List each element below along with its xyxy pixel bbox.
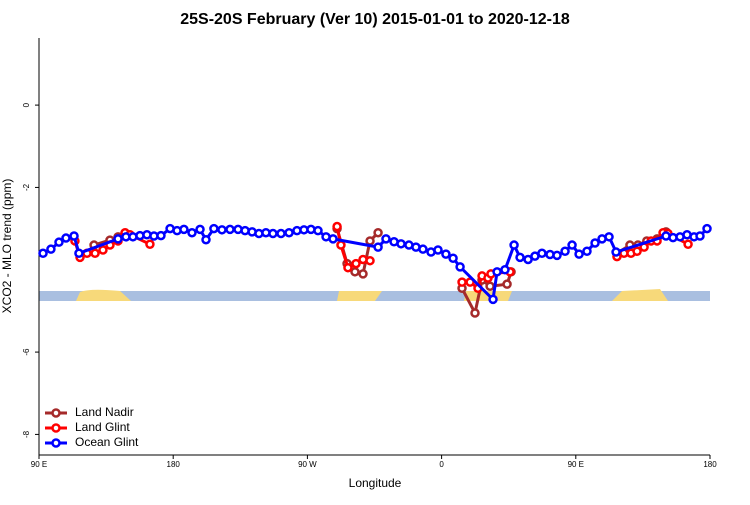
data-point — [113, 234, 123, 244]
legend-label: Land Nadir — [75, 405, 134, 419]
x-tick-label: 180 — [703, 460, 717, 469]
data-point — [284, 227, 294, 238]
data-point — [457, 277, 467, 287]
data-point — [448, 253, 458, 263]
data-point — [179, 224, 189, 235]
data-point — [433, 245, 443, 255]
data-point — [61, 233, 71, 243]
data-point — [276, 228, 286, 239]
data-point — [187, 227, 197, 238]
land-patch — [76, 289, 131, 301]
data-point — [373, 242, 383, 252]
data-point — [470, 308, 480, 318]
x-axis-label: Longitude — [349, 476, 402, 490]
data-point — [574, 249, 584, 259]
legend-marker — [51, 438, 61, 448]
chart-title: 25S-20S February (Ver 10) 2015-01-01 to … — [180, 11, 570, 28]
land-mask-strip — [39, 289, 710, 301]
data-point — [38, 248, 48, 259]
legend-marker — [51, 423, 61, 433]
data-point — [515, 252, 525, 263]
x-tick-label: 180 — [167, 460, 181, 469]
data-point — [509, 240, 519, 250]
data-point — [365, 255, 375, 266]
x-tick-label: 90 E — [31, 460, 47, 469]
data-point — [702, 223, 712, 234]
data-point — [373, 227, 383, 238]
land-patch — [612, 289, 668, 301]
data-point — [225, 224, 235, 235]
data-point — [365, 236, 375, 246]
data-point — [358, 269, 368, 279]
data-point — [488, 294, 498, 305]
y-tick-label: -6 — [22, 348, 31, 356]
legend-marker — [51, 408, 61, 418]
data-point — [328, 234, 338, 244]
data-point — [537, 248, 547, 259]
data-point — [502, 279, 512, 289]
data-point — [98, 245, 108, 255]
data-point — [695, 231, 705, 241]
data-point — [485, 281, 495, 291]
data-point — [313, 225, 323, 236]
data-point — [590, 238, 600, 248]
data-point — [69, 231, 79, 241]
data-point — [683, 239, 693, 249]
data-point — [560, 246, 570, 256]
data-point — [396, 239, 406, 249]
data-point — [201, 234, 211, 245]
data-point — [381, 234, 391, 244]
data-point — [332, 221, 342, 232]
data-point — [632, 246, 642, 256]
data-point — [455, 262, 465, 272]
y-tick-label: -8 — [22, 430, 31, 438]
legend-label: Ocean Glint — [75, 435, 139, 449]
data-point — [209, 223, 219, 234]
data-point — [156, 230, 166, 241]
data-point — [90, 248, 100, 259]
data-point — [418, 244, 428, 254]
x-tick-label: 90 E — [568, 460, 584, 469]
data-point — [500, 265, 510, 275]
data-point — [268, 228, 278, 239]
data-point — [604, 232, 614, 242]
data-point — [217, 225, 227, 235]
x-tick-label: 0 — [439, 460, 444, 469]
data-point — [441, 249, 451, 259]
data-point — [74, 248, 84, 259]
y-tick-label: 0 — [22, 102, 31, 107]
land-patch — [337, 291, 382, 301]
data-point — [46, 244, 56, 254]
data-point — [567, 240, 577, 250]
y-axis-label: XCO2 - MLO trend (ppm) — [0, 179, 14, 314]
data-point — [336, 240, 346, 250]
data-point — [195, 224, 205, 235]
x-tick-label: 90 W — [298, 460, 317, 469]
data-point — [492, 267, 502, 277]
data-point — [582, 246, 592, 256]
data-point — [145, 239, 155, 249]
data-point — [343, 262, 353, 273]
data-point — [351, 258, 361, 269]
data-point — [552, 250, 562, 261]
legend-label: Land Glint — [75, 420, 130, 434]
data-point — [54, 237, 64, 247]
data-point — [611, 247, 621, 257]
y-tick-label: -2 — [22, 183, 31, 191]
data-point — [350, 267, 360, 277]
